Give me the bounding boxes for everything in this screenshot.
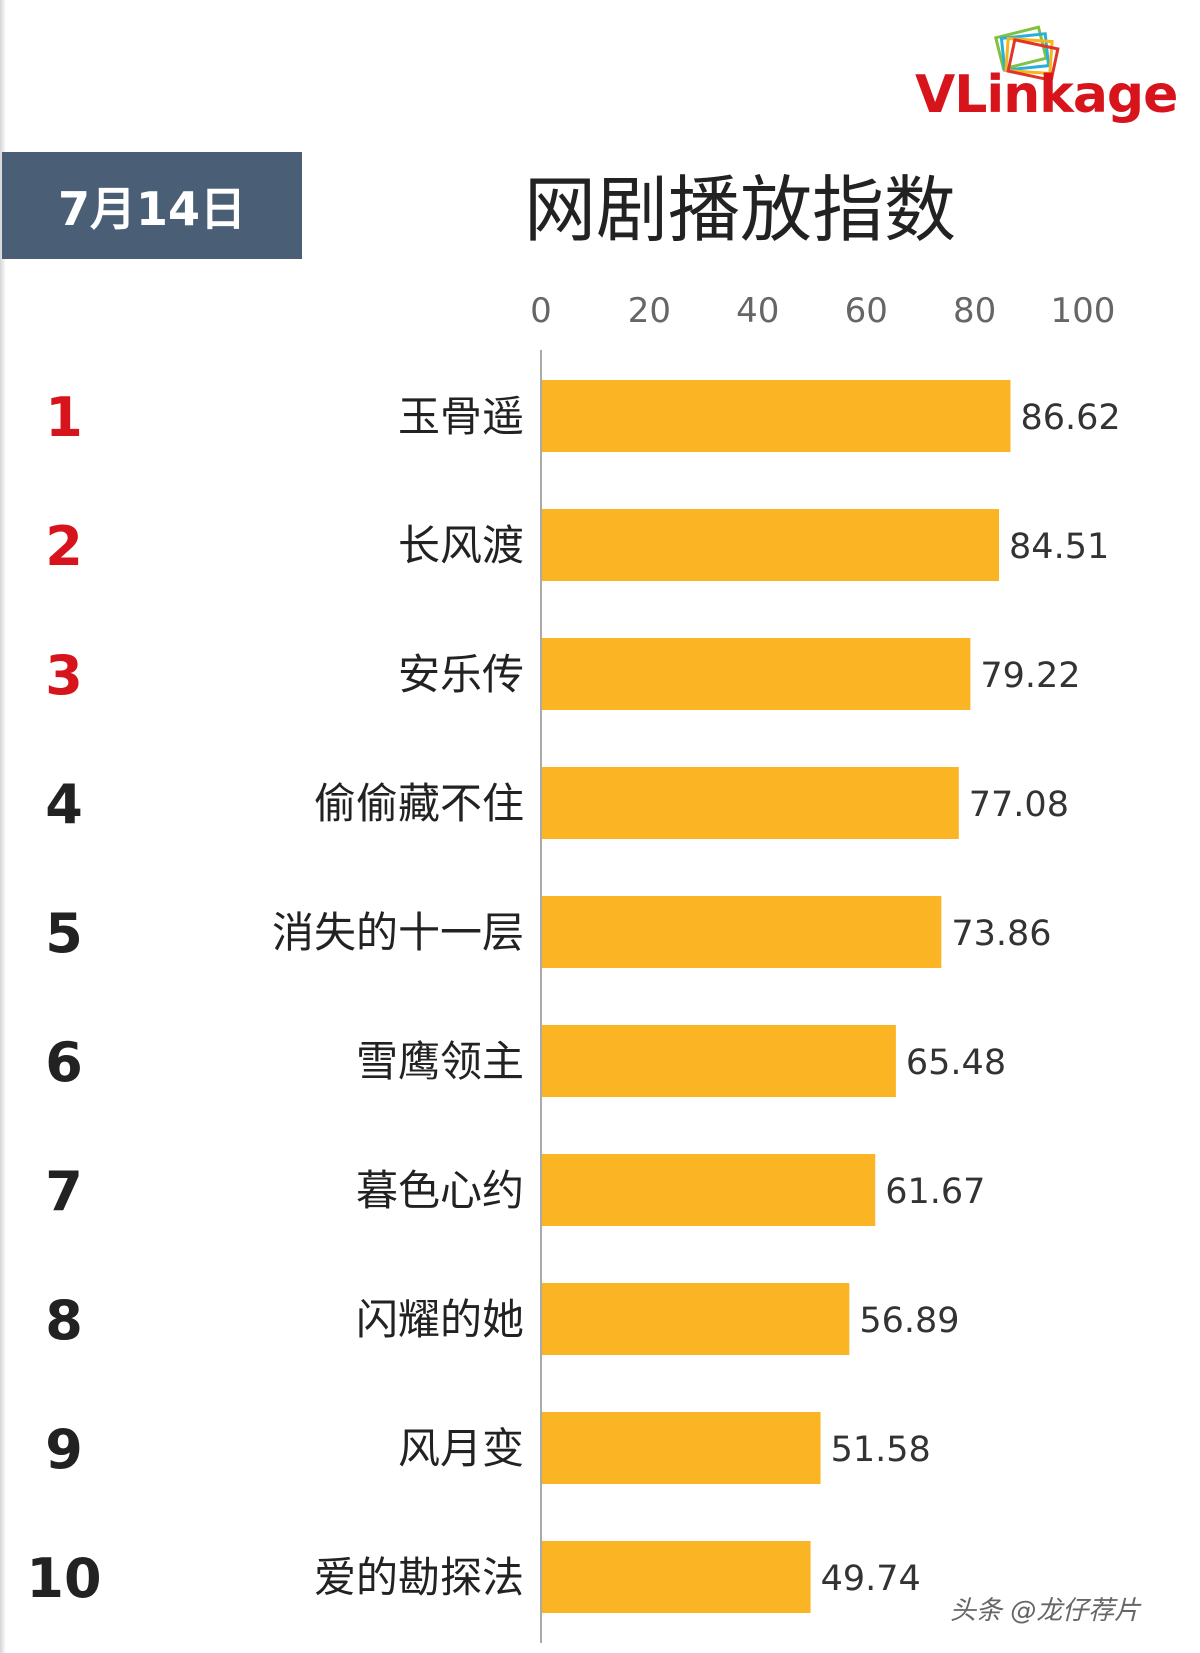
bar bbox=[541, 638, 971, 710]
category-label: 安乐传 bbox=[398, 650, 524, 699]
category-label: 爱的勘探法 bbox=[314, 1553, 524, 1602]
rank-number: 8 bbox=[45, 1289, 83, 1352]
vlinkage-logo: VLinkage bbox=[905, 20, 1195, 130]
bar bbox=[541, 896, 942, 968]
logo-text-prefix: VLink bbox=[915, 65, 1074, 125]
rank-number: 4 bbox=[45, 773, 83, 836]
bar bbox=[541, 1025, 896, 1097]
watermark: 头条 @龙仔荐片 bbox=[950, 1596, 1141, 1626]
rank-number: 5 bbox=[45, 902, 83, 965]
rank-number: 6 bbox=[45, 1031, 83, 1094]
data-label: 77.08 bbox=[969, 785, 1069, 825]
category-label: 暮色心约 bbox=[356, 1166, 524, 1215]
rank-number: 1 bbox=[45, 386, 83, 449]
rank-number: 9 bbox=[45, 1418, 83, 1481]
bar bbox=[541, 1412, 821, 1484]
rank-number: 10 bbox=[26, 1547, 101, 1610]
data-label: 61.67 bbox=[885, 1172, 985, 1212]
category-label: 偷偷藏不住 bbox=[314, 779, 524, 828]
logo-text: VLinkage bbox=[915, 60, 1195, 130]
x-tick-label: 40 bbox=[736, 291, 779, 331]
bar bbox=[541, 1283, 850, 1355]
x-tick-label: 80 bbox=[953, 291, 996, 331]
data-label: 51.58 bbox=[831, 1430, 931, 1470]
rank-number: 7 bbox=[45, 1160, 83, 1223]
rank-number: 2 bbox=[45, 515, 83, 578]
x-tick-label: 20 bbox=[628, 291, 671, 331]
category-label: 闪耀的她 bbox=[356, 1295, 524, 1344]
data-label: 56.89 bbox=[859, 1301, 959, 1341]
data-label: 73.86 bbox=[951, 914, 1051, 954]
data-label: 79.22 bbox=[980, 656, 1080, 696]
category-label: 长风渡 bbox=[398, 521, 524, 570]
chart-title: 网剧播放指数 bbox=[523, 168, 956, 252]
bar bbox=[541, 1541, 811, 1613]
data-label: 86.62 bbox=[1020, 398, 1120, 438]
logo-frames-icon bbox=[993, 25, 1060, 80]
category-label: 玉骨遥 bbox=[398, 392, 524, 441]
logo-text-suffix: age bbox=[1072, 65, 1179, 125]
bar bbox=[541, 380, 1011, 452]
data-label: 49.74 bbox=[821, 1559, 921, 1599]
bar bbox=[541, 1154, 876, 1226]
x-tick-label: 60 bbox=[845, 291, 888, 331]
category-label: 风月变 bbox=[398, 1424, 524, 1473]
category-label: 雪鹰领主 bbox=[356, 1037, 524, 1086]
category-label: 消失的十一层 bbox=[272, 908, 524, 957]
data-label: 84.51 bbox=[1009, 527, 1109, 567]
bar bbox=[541, 509, 1000, 581]
x-tick-label: 100 bbox=[1051, 291, 1116, 331]
x-tick-label: 0 bbox=[530, 291, 552, 331]
edge-shadow bbox=[0, 0, 6, 1653]
date-badge: 7月14日 bbox=[2, 152, 302, 259]
bar bbox=[541, 767, 959, 839]
rank-number: 3 bbox=[45, 644, 83, 707]
data-label: 65.48 bbox=[906, 1043, 1006, 1083]
